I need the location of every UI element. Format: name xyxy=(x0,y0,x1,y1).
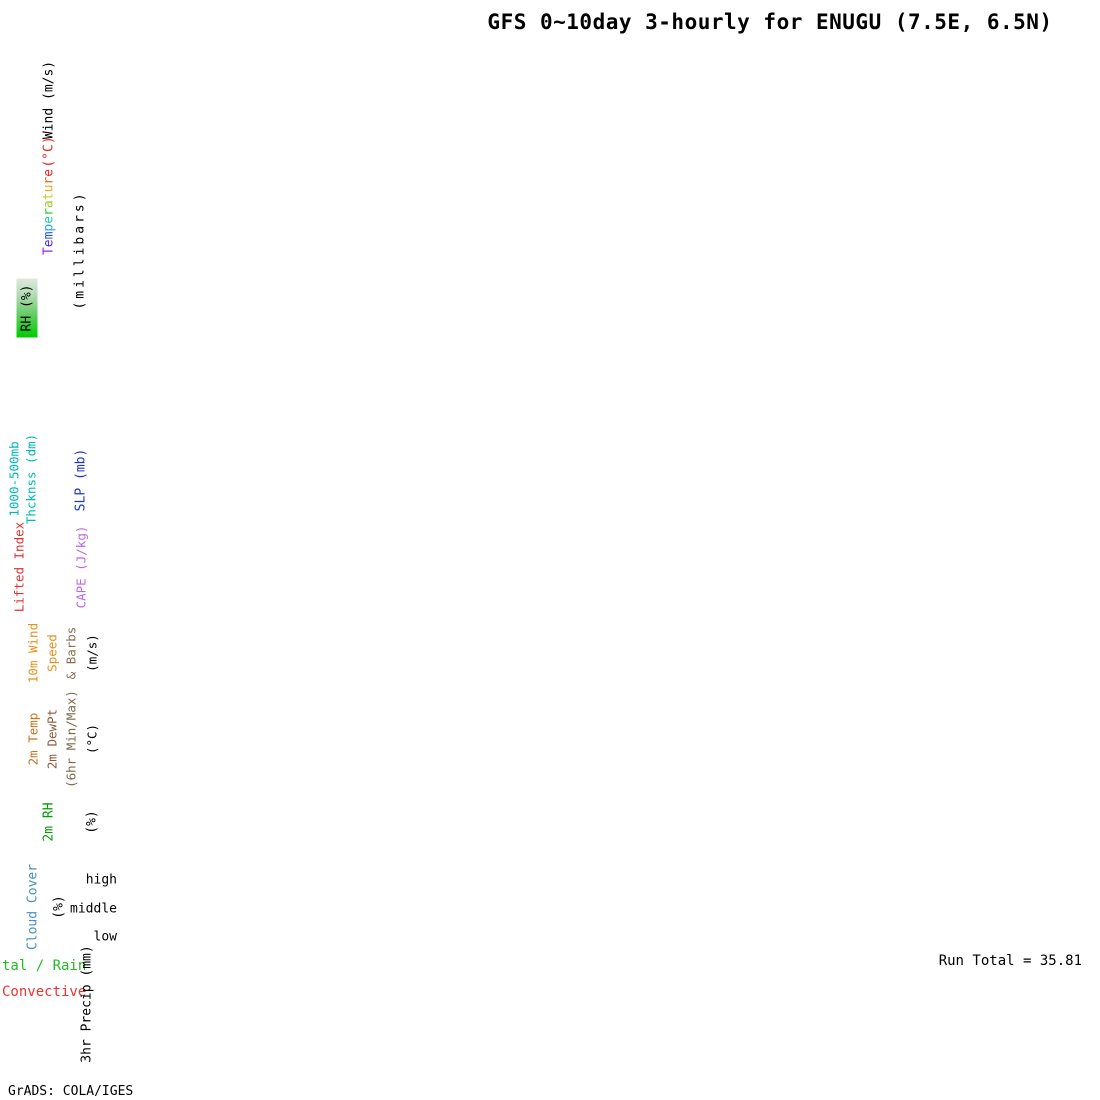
minmax-axis-label: (6hr Min/Max) xyxy=(63,690,79,788)
temp-unit-label: (°C) xyxy=(41,136,57,168)
rh2m-axis-label: 2m RH xyxy=(41,802,57,842)
cloud-row-high-label: high xyxy=(85,872,117,888)
wind10m-axis-label-2: Speed xyxy=(44,634,60,672)
precip-axis-label: 3hr Precip (mm) xyxy=(79,945,95,1063)
thickness-axis-label-1: 1000-500mb xyxy=(6,441,22,517)
convective-legend: Convective xyxy=(2,984,87,1000)
temp2m-unit-label: (°C) xyxy=(84,723,100,755)
dewpt2m-axis-label: 2m DewPt xyxy=(44,708,60,770)
run-total-text: Run Total = 35.81 xyxy=(938,953,1082,969)
cloud-row-middle-label: middle xyxy=(70,901,117,917)
pressure-axis-label: (millibars) xyxy=(72,190,88,310)
cloud-unit-label: (%) xyxy=(51,895,67,919)
lifted-index-axis-label: Lifted Index xyxy=(11,521,27,613)
temp2m-axis-label: 2m Temp xyxy=(25,712,41,766)
barbs-axis-label: & Barbs xyxy=(63,626,79,680)
cape-axis-label: CAPE (J/kg) xyxy=(73,525,89,609)
slp-axis-label: SLP (mb) xyxy=(73,448,89,512)
wind-axis-label: Wind (m/s) xyxy=(41,60,57,140)
rh-legend-box: RH (%) xyxy=(16,278,38,338)
cloud-row-low-label: low xyxy=(93,929,117,945)
wind10m-axis-label-1: 10m Wind xyxy=(25,622,41,684)
rh2m-unit-label: (%) xyxy=(84,810,100,834)
total-rain-legend: tal / Rain xyxy=(2,958,87,974)
cloud-cover-axis-label: Cloud Cover xyxy=(25,863,41,951)
thickness-axis-label-2: Thcknss (dm) xyxy=(23,433,39,525)
wind10m-unit-label: (m/s) xyxy=(84,634,100,672)
page-title: GFS 0~10day 3-hourly for ENUGU (7.5E, 6.… xyxy=(487,10,1053,34)
grads-credit: GrADS: COLA/IGES xyxy=(8,1084,134,1099)
temperature-axis-label: Temperature xyxy=(41,168,57,256)
